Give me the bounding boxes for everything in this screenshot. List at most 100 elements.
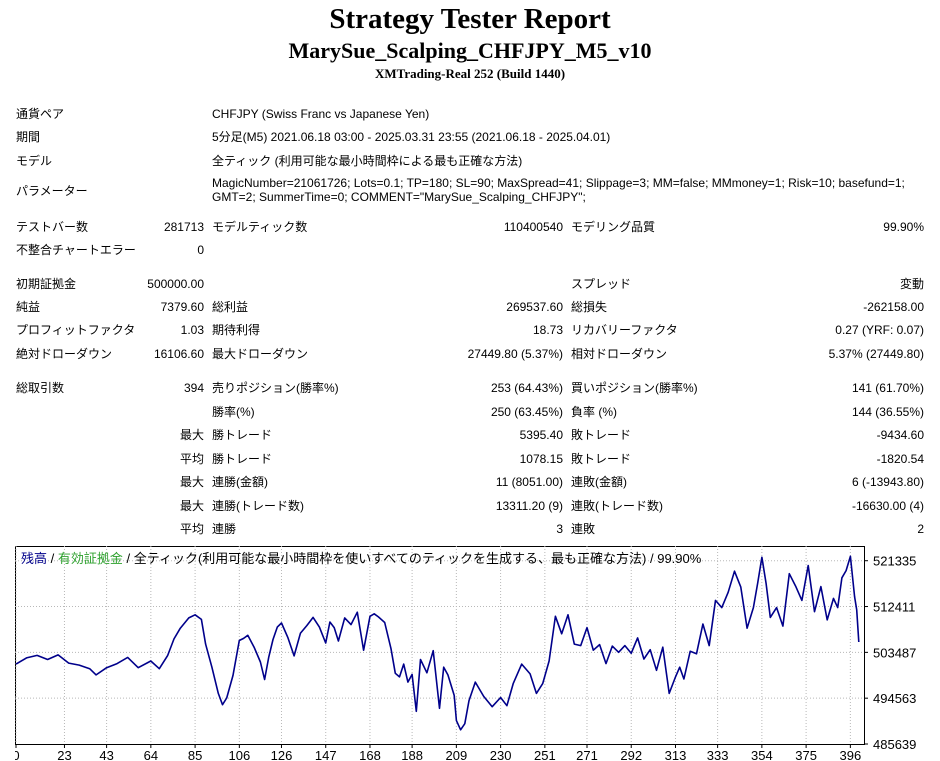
consecutive-wins-count-label: 連勝(トレード数) (212, 499, 304, 513)
maximum-label: 最大 (179, 475, 204, 489)
absolute-drawdown-value: 16106.60 (153, 347, 204, 361)
consecutive-losses-money-label: 連敗(金額) (571, 475, 627, 489)
average-consecutive-label: 平均 (179, 522, 204, 536)
x-tick-label: 43 (99, 748, 113, 760)
x-tick-label: 354 (751, 748, 773, 760)
ticks-label: モデルティック数 (212, 220, 308, 234)
balance-chart-svg: 0 23 43 64 85 106 126 147 168 188 209 230 251 271 292 3… (15, 546, 916, 760)
x-tick-label: 375 (795, 748, 817, 760)
average-consecutive-losses-value: 2 (917, 522, 924, 536)
x-tick-label: 333 (707, 748, 729, 760)
x-tick-label: 188 (401, 748, 423, 760)
x-tick-label: 292 (620, 748, 642, 760)
y-tick-label: 485639 (873, 737, 916, 752)
loss-rate-value: 144 (36.55%) (851, 405, 924, 419)
x-tick-label: 271 (576, 748, 598, 760)
ea-name: MarySue_Scalping_CHFJPY_M5_v10 (288, 38, 652, 63)
average-win-value: 1078.15 (519, 452, 563, 466)
deposit-label: 初期証拠金 (16, 277, 77, 291)
x-tick-label: 0 (15, 748, 20, 760)
x-tick-label: 251 (534, 748, 556, 760)
y-axis: 521335 512411 503487 494563 485639 (864, 554, 916, 752)
short-positions-value: 253 (64.43%) (490, 381, 563, 395)
net-profit-label: 純益 (16, 300, 41, 314)
net-profit-value: 7379.60 (160, 300, 204, 314)
gross-loss-label: 総損失 (571, 300, 608, 314)
win-rate-label: 勝率(%) (212, 405, 255, 419)
model-label: モデル (16, 154, 53, 168)
spread-label: スプレッド (571, 277, 632, 291)
largest-win-label: 勝トレード (212, 428, 273, 442)
gross-profit-value: 269537.60 (506, 300, 563, 314)
balance-line (15, 555, 860, 731)
spread-value: 変動 (899, 277, 924, 291)
model-value: 全ティック (利用可能な最小時間枠による最も正確な方法) (212, 154, 523, 168)
grid (15, 546, 864, 744)
total-trades-value: 394 (183, 381, 204, 395)
average-consecutive-wins-label: 連勝 (212, 522, 237, 536)
x-tick-label: 209 (446, 748, 468, 760)
consecutive-losses-count-label: 連敗(トレード数) (571, 499, 663, 513)
gross-profit-label: 総利益 (212, 300, 249, 314)
profit-factor-value: 1.03 (180, 323, 204, 337)
period-label: 期間 (16, 130, 41, 144)
average-consecutive-wins-value: 3 (556, 522, 563, 536)
relative-drawdown-value: 5.37% (27449.80) (828, 347, 924, 361)
consecutive-wins-count-value: 13311.20 (9) (495, 499, 563, 513)
x-tick-label: 126 (271, 748, 293, 760)
x-tick-label: 64 (144, 748, 158, 760)
legend-model: 全ティック(利用可能な最小時間枠を使いすべてのティックを生成する、最も正確な方法… (134, 551, 702, 566)
bars-value: 281713 (163, 220, 204, 234)
loss-rate-label: 負率 (%) (571, 405, 617, 419)
largest-loss-value: -9434.60 (876, 428, 924, 442)
bars-label: テストバー数 (16, 220, 89, 234)
parameters-value: MagicNumber=21061726; Lots=0.1; TP=180; … (212, 176, 905, 204)
server-info: XMTrading-Real 252 (Build 1440) (374, 66, 566, 81)
deposit-value: 500000.00 (147, 277, 204, 291)
report-title: Strategy Tester Report (329, 3, 611, 35)
absolute-drawdown-label: 絶対ドローダウン (16, 347, 113, 361)
recovery-factor-label: リカバリーファクタ (571, 323, 678, 337)
ticks-value: 110400540 (503, 220, 563, 234)
y-tick-label: 494563 (873, 691, 916, 706)
legend-separator: / (47, 551, 58, 566)
x-tick-label: 23 (57, 748, 71, 760)
x-tick-label: 147 (315, 748, 337, 760)
maximal-drawdown-label: 最大ドローダウン (212, 347, 309, 361)
average-win-label: 勝トレード (212, 452, 273, 466)
y-tick-label: 503487 (873, 645, 916, 660)
long-positions-value: 141 (61.70%) (851, 381, 924, 395)
x-tick-label: 85 (188, 748, 202, 760)
quality-value: 99.90% (883, 220, 924, 234)
x-axis: 0 23 43 64 85 106 126 147 168 188 209 230 251 271 292 3… (15, 744, 861, 760)
symbol-label: 通貨ペア (16, 107, 65, 121)
x-tick-label: 106 (228, 748, 250, 760)
expected-payoff-label: 期待利得 (212, 323, 261, 337)
plot-area (15, 546, 865, 745)
consecutive-losses-count-value: -16630.00 (4) (851, 499, 924, 513)
long-positions-label: 買いポジション(勝率%) (571, 381, 698, 395)
svg-text:残高 / 有効証拠金 / 全ティック(利用可能な最小時間枠を: 残高 / 有効証拠金 / 全ティック(利用可能な最小時間枠を使いすべてのティック… (21, 551, 702, 566)
recovery-factor-value: 0.27 (YRF: 0.07) (835, 323, 924, 337)
period-value: 5分足(M5) 2021.06.18 03:00 - 2025.03.31 23… (212, 130, 611, 144)
largest-loss-label: 敗トレード (571, 428, 632, 442)
quality-label: モデリング品質 (571, 220, 656, 234)
gross-loss-value: -262158.00 (863, 300, 924, 314)
consecutive-wins-money-value: 11 (8051.00) (495, 475, 563, 489)
parameters-label: パラメーター (16, 184, 88, 198)
average-label: 平均 (179, 452, 204, 466)
balance-chart: 0 23 43 64 85 106 126 147 168 188 209 230 251 271 292 3… (15, 546, 925, 760)
total-trades-label: 総取引数 (16, 381, 65, 395)
symbol-value: CHFJPY (Swiss Franc vs Japanese Yen) (212, 107, 430, 121)
legend-equity: 有効証拠金 (58, 551, 123, 566)
relative-drawdown-label: 相対ドローダウン (571, 347, 668, 361)
legend-separator-2: / (123, 551, 134, 566)
maximal-label: 最大 (179, 499, 204, 513)
maximal-drawdown-value: 27449.80 (5.37%) (467, 347, 563, 361)
average-consecutive-losses-label: 連敗 (571, 522, 596, 536)
profit-factor-label: プロフィットファクタ (16, 323, 136, 337)
x-tick-label: 396 (840, 748, 862, 760)
x-tick-label: 313 (665, 748, 687, 760)
win-rate-value: 250 (63.45%) (490, 405, 563, 419)
mismatch-label: 不整合チャートエラー (16, 243, 136, 257)
